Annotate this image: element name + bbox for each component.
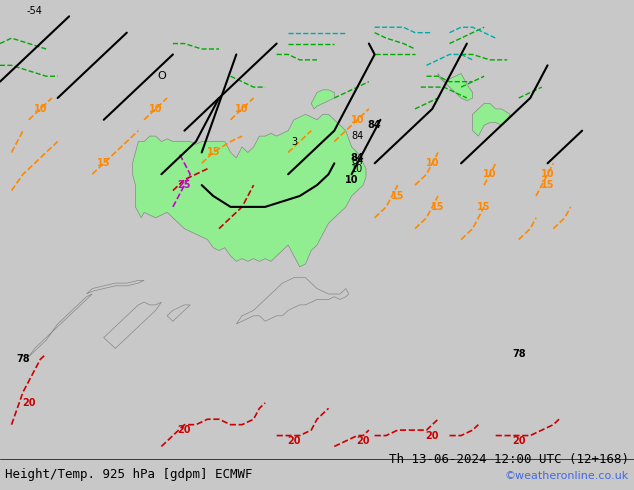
Text: 3: 3 bbox=[291, 137, 297, 147]
Text: 78: 78 bbox=[512, 349, 526, 359]
Polygon shape bbox=[311, 90, 334, 109]
Text: 10: 10 bbox=[425, 158, 439, 169]
Text: 20: 20 bbox=[22, 398, 36, 408]
Polygon shape bbox=[133, 114, 366, 267]
Text: 10: 10 bbox=[149, 104, 162, 114]
Text: 10: 10 bbox=[345, 174, 358, 185]
Text: 10: 10 bbox=[34, 104, 47, 114]
Text: 20: 20 bbox=[425, 431, 439, 441]
Text: 84: 84 bbox=[368, 120, 382, 130]
Text: Th 13-06-2024 12:00 UTC (12+168): Th 13-06-2024 12:00 UTC (12+168) bbox=[389, 452, 629, 466]
Text: 84: 84 bbox=[351, 131, 363, 141]
Text: 10: 10 bbox=[483, 169, 496, 179]
Text: 25: 25 bbox=[178, 180, 191, 190]
Text: 10: 10 bbox=[541, 169, 554, 179]
Text: 84: 84 bbox=[351, 153, 364, 163]
Text: 15: 15 bbox=[477, 202, 491, 212]
Text: 10: 10 bbox=[351, 164, 363, 174]
Text: 10: 10 bbox=[235, 104, 249, 114]
Text: ©weatheronline.co.uk: ©weatheronline.co.uk bbox=[505, 471, 629, 481]
Text: Height/Temp. 925 hPa [gdpm] ECMWF: Height/Temp. 925 hPa [gdpm] ECMWF bbox=[5, 468, 252, 481]
Polygon shape bbox=[86, 280, 144, 294]
Text: 15: 15 bbox=[97, 158, 110, 169]
Text: O: O bbox=[157, 71, 165, 81]
Text: 15: 15 bbox=[541, 180, 554, 190]
Polygon shape bbox=[104, 302, 162, 348]
Text: 10: 10 bbox=[351, 115, 364, 125]
Polygon shape bbox=[438, 74, 472, 101]
Text: 20: 20 bbox=[512, 436, 526, 446]
Text: 15: 15 bbox=[391, 191, 404, 201]
Text: 84: 84 bbox=[351, 156, 363, 166]
Text: 78: 78 bbox=[16, 354, 30, 365]
Text: 20: 20 bbox=[287, 436, 301, 446]
Polygon shape bbox=[29, 294, 92, 357]
Text: 15: 15 bbox=[207, 147, 220, 157]
Polygon shape bbox=[472, 103, 510, 136]
Text: 15: 15 bbox=[431, 202, 445, 212]
Polygon shape bbox=[167, 305, 190, 321]
Polygon shape bbox=[236, 278, 349, 324]
Text: -54: -54 bbox=[27, 6, 42, 16]
Text: 20: 20 bbox=[178, 425, 191, 435]
Text: 20: 20 bbox=[356, 436, 370, 446]
